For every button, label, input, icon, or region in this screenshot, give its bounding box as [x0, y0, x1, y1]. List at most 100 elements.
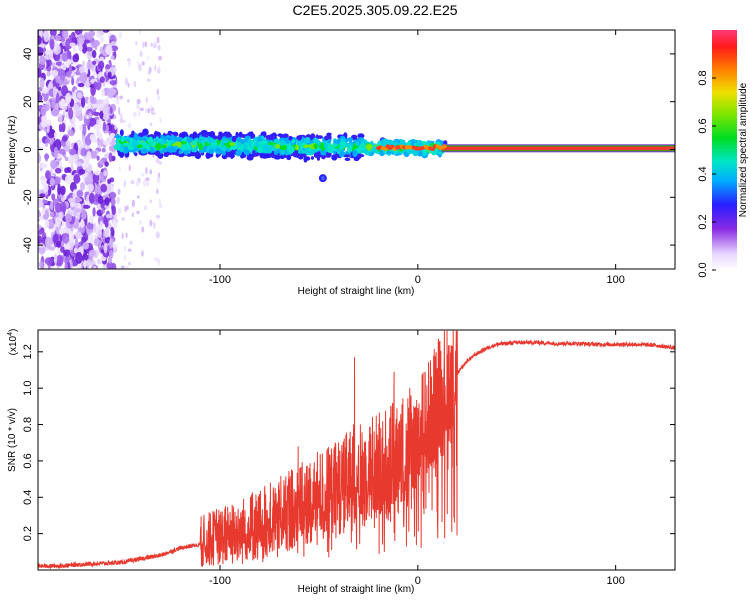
signal-blob	[358, 144, 363, 151]
noise-blob	[44, 49, 53, 56]
noise-blob	[39, 55, 46, 66]
noise-blob	[157, 258, 161, 266]
signal-blob	[442, 140, 448, 145]
spectrogram-heatmap	[38, 30, 675, 269]
noise-blob	[78, 66, 85, 74]
signal-blob	[332, 142, 338, 147]
signal-blob	[320, 176, 325, 181]
noise-blob	[100, 183, 108, 193]
noise-blob	[92, 207, 96, 217]
noise-blob	[108, 88, 117, 95]
signal-blob	[344, 157, 351, 161]
noise-blob	[103, 243, 108, 254]
noise-blob	[153, 44, 157, 49]
noise-blob	[82, 241, 90, 250]
noise-blob	[96, 155, 100, 161]
noise-blob	[51, 193, 56, 201]
noise-blob	[139, 107, 144, 112]
noise-blob	[59, 185, 66, 196]
noise-blob	[61, 135, 68, 142]
signal-blob	[430, 146, 436, 151]
noise-blob	[99, 132, 103, 141]
signal-blob	[308, 144, 313, 148]
colorbar-tick-label: 0.2	[697, 214, 709, 229]
noise-blob	[83, 204, 91, 209]
colorbar-label: Normalized spectral amplitude	[738, 82, 749, 217]
signal-blob	[237, 143, 242, 148]
noise-blob	[64, 174, 73, 185]
noise-blob	[41, 114, 47, 122]
noise-blob	[38, 114, 42, 125]
noise-blob	[156, 176, 161, 183]
noise-blob	[119, 95, 124, 100]
noise-blob	[52, 233, 59, 244]
noise-blob	[97, 195, 104, 205]
signal-blob	[343, 154, 351, 158]
noise-blob	[130, 179, 135, 185]
signal-blob	[360, 148, 368, 153]
noise-blob	[49, 211, 55, 218]
noise-blob	[104, 236, 111, 244]
noise-blob	[127, 123, 132, 129]
noise-blob	[88, 117, 97, 127]
snr-y-tick-label: 0.8	[22, 417, 34, 432]
noise-blob	[70, 201, 76, 208]
signal-blob	[264, 154, 272, 159]
noise-blob	[123, 179, 126, 188]
noise-blob	[113, 66, 117, 73]
noise-blob	[80, 96, 86, 108]
signal-blob	[240, 138, 246, 145]
noise-blob	[39, 43, 47, 48]
noise-blob	[157, 44, 161, 51]
noise-blob	[154, 64, 157, 72]
signal-blob	[235, 131, 239, 139]
signal-blob	[218, 131, 223, 136]
noise-blob	[103, 140, 111, 146]
noise-blob	[75, 251, 83, 264]
noise-blob	[145, 96, 148, 104]
noise-blob	[57, 183, 62, 196]
noise-blob	[68, 107, 74, 120]
noise-blob	[117, 188, 121, 195]
signal-blob	[434, 148, 438, 153]
noise-blob	[154, 111, 157, 117]
noise-blob	[105, 44, 113, 56]
signal-blob	[297, 135, 302, 141]
noise-blob	[76, 77, 81, 82]
noise-blob	[86, 183, 94, 193]
noise-blob	[79, 220, 85, 228]
noise-blob	[123, 255, 127, 261]
noise-blob	[40, 106, 47, 117]
noise-blob	[141, 226, 145, 233]
noise-blob	[136, 210, 140, 215]
signal-blob	[262, 145, 267, 151]
noise-blob	[103, 170, 108, 177]
noise-blob	[144, 107, 148, 114]
heatmap-y-tick-label: 0	[22, 146, 34, 152]
noise-blob	[124, 205, 127, 213]
noise-blob	[44, 257, 53, 266]
noise-blob	[146, 78, 151, 82]
noise-blob	[99, 110, 104, 120]
noise-blob	[114, 124, 117, 131]
signal-blob	[229, 142, 236, 146]
noise-blob	[118, 106, 121, 115]
noise-blob	[57, 113, 63, 123]
signal-blob	[321, 142, 325, 150]
noise-blob	[88, 112, 92, 119]
noise-blob	[107, 256, 112, 264]
signal-blob	[131, 131, 135, 138]
noise-blob	[50, 159, 59, 170]
signal-blob	[408, 148, 416, 154]
signal-blob	[310, 156, 314, 160]
noise-blob	[92, 136, 97, 144]
noise-blob	[74, 237, 79, 250]
noise-blob	[96, 258, 102, 265]
noise-blob	[150, 42, 153, 47]
noise-blob	[41, 208, 46, 216]
noise-blob	[112, 219, 118, 229]
noise-blob	[74, 208, 83, 213]
noise-blob	[109, 191, 117, 199]
noise-blob	[104, 220, 109, 228]
signal-blob	[230, 153, 235, 159]
